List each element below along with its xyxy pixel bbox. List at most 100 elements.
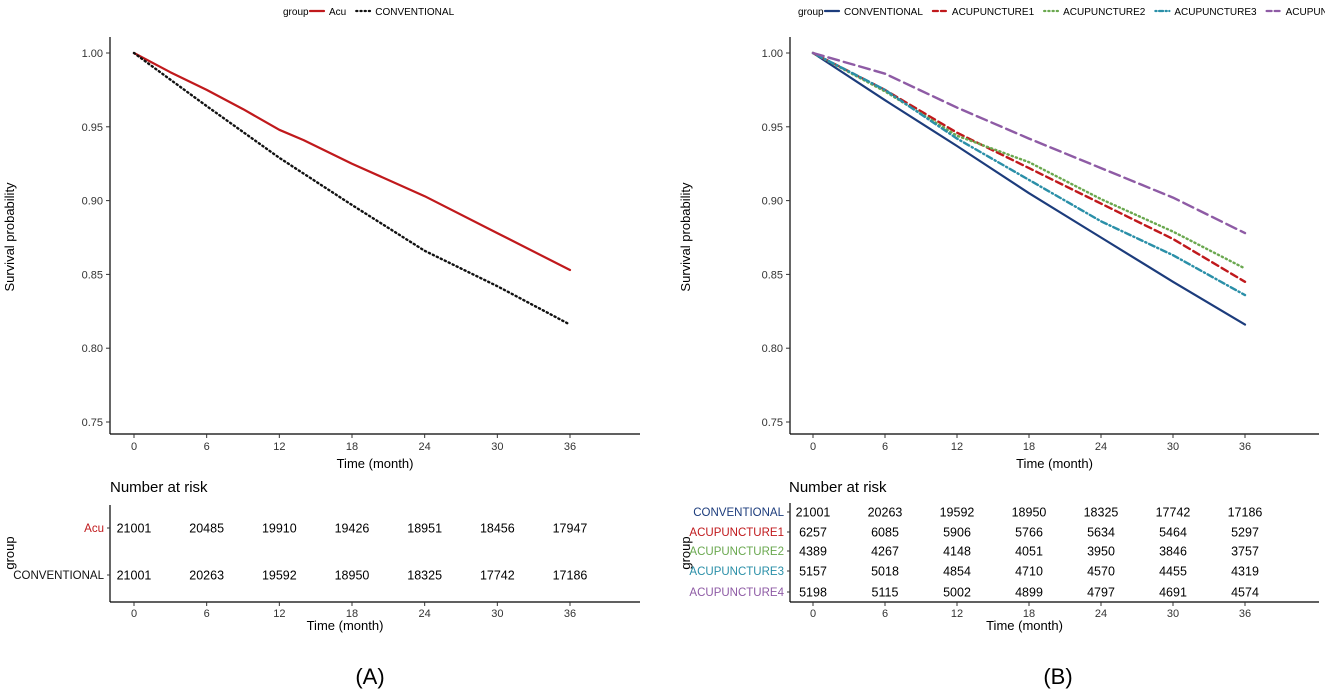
risk-cell: 5906: [943, 526, 971, 540]
risk-cell: 5766: [1015, 526, 1043, 540]
legend-label: CONVENTIONAL: [375, 7, 454, 18]
risk-x-tick-label: 24: [419, 608, 431, 620]
series-line-acupuncture3: [811, 51, 1247, 297]
legend-title: group: [798, 7, 824, 18]
risk-cell: 5115: [872, 586, 899, 600]
risk-cell: 4051: [1015, 545, 1043, 559]
risk-cell: 4570: [1087, 565, 1115, 579]
y-tick-label: 0.90: [762, 196, 783, 208]
risk-cell: 5297: [1231, 526, 1259, 540]
risk-row-label: ACUPUNCTURE1: [689, 527, 784, 539]
x-tick-label: 0: [131, 441, 137, 453]
risk-cell: 4574: [1231, 586, 1259, 600]
risk-x-tick-label: 18: [1023, 608, 1035, 620]
legend-label: CONVENTIONAL: [844, 7, 923, 18]
risk-cell: 18950: [1012, 506, 1047, 520]
legend-label: ACUPUNCTURE4: [1286, 7, 1325, 18]
x-tick-label: 0: [810, 441, 816, 453]
x-tick-label: 12: [951, 441, 963, 453]
risk-cell: 5634: [1087, 526, 1115, 540]
risk-cell: 18325: [1084, 506, 1119, 520]
x-tick-label: 6: [882, 441, 888, 453]
risk-row-label: ACUPUNCTURE2: [689, 546, 784, 558]
risk-cell: 21001: [117, 569, 152, 583]
series-line-acupuncture2: [811, 51, 1247, 270]
risk-cell: 4148: [943, 545, 971, 559]
risk-x-tick-label: 12: [951, 608, 963, 620]
risk-cell: 17186: [553, 569, 588, 583]
risk-cell: 4455: [1159, 565, 1187, 579]
risk-cell: 5198: [799, 586, 827, 600]
x-tick-label: 36: [564, 441, 576, 453]
risk-cell: 6257: [799, 526, 827, 540]
risk-row-label: CONVENTIONAL: [13, 570, 104, 582]
risk-cell: 21001: [117, 522, 152, 536]
series-line-conventional: [132, 51, 572, 326]
x-axis-title: Time (month): [1016, 456, 1093, 471]
y-tick-label: 0.90: [82, 196, 103, 208]
risk-cell: 19426: [335, 522, 370, 536]
risk-cell: 4691: [1159, 586, 1187, 600]
x-tick-label: 12: [273, 441, 285, 453]
y-tick-label: 0.80: [762, 343, 783, 355]
risk-x-tick-label: 6: [204, 608, 210, 620]
risk-cell: 4797: [1087, 586, 1115, 600]
series-line-acu: [132, 51, 572, 272]
risk-x-tick-label: 30: [491, 608, 503, 620]
risk-cell: 18950: [335, 569, 370, 583]
risk-x-tick-label: 0: [131, 608, 137, 620]
risk-row-label: Acu: [84, 523, 104, 535]
risk-table-title: Number at risk: [110, 479, 208, 496]
legend-label: ACUPUNCTURE2: [1063, 7, 1146, 18]
risk-y-axis-title: group: [678, 536, 693, 569]
chart-panel-a: 0.75 0.80 0.85 0.90 0.95 1.00 0 6 12 18 24 30 36 Time…: [2, 7, 640, 689]
risk-x-axis-title: Time (month): [307, 618, 384, 633]
risk-cell: 6085: [871, 526, 899, 540]
legend: group CONVENTIONAL ACUPUNCTURE1 ACUPUNCTURE…: [798, 7, 1325, 18]
legend-title: group: [283, 7, 309, 18]
risk-cell: 18456: [480, 522, 515, 536]
x-tick-label: 30: [1167, 441, 1179, 453]
risk-cell: 21001: [796, 506, 831, 520]
x-tick-label: 36: [1239, 441, 1251, 453]
risk-x-tick-label: 36: [564, 608, 576, 620]
risk-x-tick-label: 6: [882, 608, 888, 620]
risk-cell: 19592: [940, 506, 975, 520]
risk-cell: 4710: [1015, 565, 1043, 579]
risk-cell: 17742: [480, 569, 515, 583]
risk-x-tick-label: 30: [1167, 608, 1179, 620]
x-tick-label: 24: [419, 441, 431, 453]
y-tick-label: 0.85: [762, 269, 783, 281]
risk-cell: 18951: [407, 522, 442, 536]
risk-cell: 4899: [1015, 586, 1043, 600]
panel-label: (A): [355, 664, 384, 689]
legend-label: Acu: [329, 7, 346, 18]
risk-row-label: CONVENTIONAL: [693, 507, 784, 519]
x-axis-title: Time (month): [337, 456, 414, 471]
risk-cell: 4319: [1231, 565, 1259, 579]
x-tick-label: 24: [1095, 441, 1107, 453]
risk-cell: 3846: [1159, 545, 1187, 559]
risk-cell: 4854: [943, 565, 971, 579]
risk-x-tick-label: 24: [1095, 608, 1107, 620]
risk-x-tick-label: 36: [1239, 608, 1251, 620]
risk-cell: 20485: [189, 522, 224, 536]
risk-x-tick-label: 18: [346, 608, 358, 620]
x-tick-label: 6: [204, 441, 210, 453]
risk-cell: 5002: [943, 586, 971, 600]
legend: group Acu CONVENTIONAL: [283, 7, 455, 18]
x-tick-label: 18: [1023, 441, 1035, 453]
x-tick-label: 30: [491, 441, 503, 453]
y-tick-label: 0.95: [82, 122, 103, 134]
risk-cell: 20263: [189, 569, 224, 583]
risk-row-label: ACUPUNCTURE3: [689, 566, 784, 578]
chart-panel-b: 0.75 0.80 0.85 0.90 0.95 1.00 0 6 12 18 24 30 36 Time…: [678, 7, 1325, 689]
risk-cell: 5464: [1159, 526, 1187, 540]
risk-cell: 3757: [1231, 545, 1259, 559]
risk-cell: 3950: [1087, 545, 1115, 559]
risk-cell: 17186: [1228, 506, 1263, 520]
risk-x-tick-label: 12: [273, 608, 285, 620]
legend-label: ACUPUNCTURE1: [952, 7, 1035, 18]
y-axis-title: Survival probability: [678, 182, 693, 292]
